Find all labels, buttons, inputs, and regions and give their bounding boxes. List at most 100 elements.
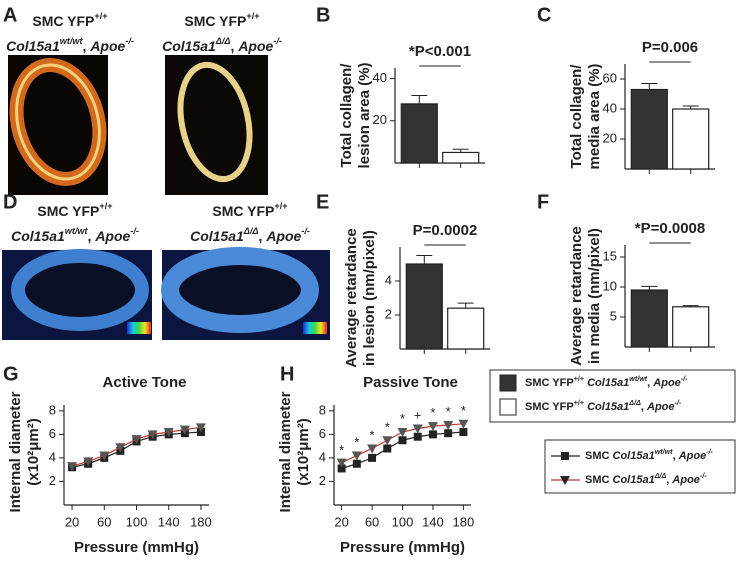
y-axis-label: lesion area (%) bbox=[356, 63, 373, 169]
marker bbox=[458, 419, 469, 429]
y-tick-label: 4 bbox=[385, 272, 392, 287]
annotation: P=0.006 bbox=[642, 39, 698, 56]
chart-title: Active Tone bbox=[103, 374, 187, 391]
y-axis-label: in media (nm/pixel) bbox=[586, 228, 603, 364]
significance-mark: * bbox=[430, 405, 435, 420]
text-run: +/+ bbox=[574, 375, 584, 383]
annotation: *P<0.001 bbox=[409, 43, 471, 60]
y-axis-label: Average retardance bbox=[343, 228, 360, 368]
text-run: Col15a1 bbox=[190, 228, 244, 244]
y-axis-label: (x10²μm²) bbox=[25, 418, 42, 486]
text-run: , bbox=[666, 474, 672, 486]
text-run: SMC YFP bbox=[525, 401, 574, 413]
text-run: SMC bbox=[585, 450, 613, 462]
text-run: Δ/Δ bbox=[628, 399, 641, 407]
y-tick-label: 40 bbox=[373, 70, 387, 85]
significance-mark: * bbox=[354, 435, 359, 450]
y-tick-label: 6 bbox=[319, 426, 326, 441]
text-run: Apoe bbox=[94, 228, 130, 244]
y-tick-label: 5 bbox=[610, 308, 617, 323]
legend-box bbox=[489, 369, 736, 423]
marker bbox=[179, 425, 190, 435]
image-title: Col15a1wt/wt, Apoe-/- bbox=[11, 226, 139, 243]
annotation: *P=0.0008 bbox=[635, 220, 705, 237]
micrographs bbox=[2, 55, 330, 340]
x-tick-label: 180 bbox=[453, 514, 475, 529]
marker bbox=[382, 436, 393, 446]
text-run: Apoe bbox=[265, 228, 301, 244]
y-tick-label: 20 bbox=[603, 130, 617, 145]
panel-label: H bbox=[280, 363, 294, 385]
text-run: , bbox=[647, 377, 653, 389]
significance-mark: + bbox=[414, 408, 422, 423]
significance-mark: * bbox=[385, 419, 390, 434]
text-run: Apoe bbox=[678, 450, 707, 462]
text-run: Apoe bbox=[652, 377, 681, 389]
marker bbox=[368, 453, 377, 462]
y-tick-label: 40 bbox=[603, 100, 617, 115]
vessel-wall bbox=[15, 63, 101, 181]
text-run: , bbox=[673, 450, 679, 462]
marker bbox=[444, 429, 453, 438]
text-run: Apoe bbox=[237, 38, 273, 54]
bar bbox=[630, 88, 668, 170]
text-run: , bbox=[231, 38, 239, 54]
text-run: Apoe bbox=[89, 38, 125, 54]
image-title: SMC YFP+/+ bbox=[32, 11, 107, 28]
marker bbox=[443, 420, 454, 430]
legend-box bbox=[544, 439, 736, 494]
bar bbox=[672, 108, 710, 170]
marker bbox=[352, 459, 361, 468]
text-run: -/- bbox=[681, 375, 688, 383]
text-run: SMC YFP bbox=[212, 203, 274, 219]
image-title: SMC YFP+/+ bbox=[184, 11, 259, 28]
marker bbox=[561, 452, 569, 460]
text-run: SMC YFP bbox=[37, 203, 99, 219]
text-run: SMC YFP bbox=[525, 377, 574, 389]
significance-mark: * bbox=[461, 403, 466, 418]
text-run: +/+ bbox=[574, 399, 584, 407]
image-title: SMC YFP+/+ bbox=[212, 201, 287, 218]
marker bbox=[67, 462, 78, 472]
y-axis-label: (x10²μm²) bbox=[295, 418, 312, 486]
y-tick-label: 4 bbox=[49, 449, 56, 464]
vessel-wall bbox=[161, 247, 319, 333]
x-tick-label: 20 bbox=[65, 514, 79, 529]
color-bar bbox=[127, 322, 151, 334]
image-title: SMC YFP+/+ bbox=[37, 201, 112, 218]
marker bbox=[351, 451, 362, 461]
x-tick-label: 140 bbox=[158, 514, 180, 529]
y-tick-label: 6 bbox=[49, 426, 56, 441]
y-tick-label: 4 bbox=[319, 449, 326, 464]
text-run: , bbox=[88, 228, 96, 244]
y-tick-label: 2 bbox=[319, 473, 326, 488]
text-run: Col15a1 bbox=[613, 474, 655, 486]
y-axis-label: Total collagen/ bbox=[338, 63, 355, 168]
legend-label: SMC YFP+/+ Col15a1Δ/Δ, Apoe-/- bbox=[525, 399, 682, 413]
marker bbox=[428, 430, 437, 439]
text-run: -/- bbox=[301, 226, 310, 236]
bar bbox=[405, 263, 443, 350]
marker bbox=[459, 428, 468, 437]
x-axis-label: Pressure (mmHg) bbox=[74, 539, 199, 556]
text-run: Col15a1 bbox=[6, 38, 60, 54]
marker bbox=[383, 444, 392, 453]
y-tick-label: 2 bbox=[49, 473, 56, 488]
text-run: SMC YFP bbox=[184, 13, 246, 29]
text-run: Col15a1 bbox=[11, 228, 65, 244]
annotation: P=0.0002 bbox=[413, 222, 478, 239]
text-run: Apoe bbox=[671, 474, 700, 486]
y-tick-label: 2 bbox=[385, 306, 392, 321]
y-tick-label: 20 bbox=[373, 112, 387, 127]
panel-label: G bbox=[3, 363, 19, 385]
significance-mark: * bbox=[370, 428, 375, 443]
panel-label: D bbox=[3, 191, 17, 213]
text-run: wt/wt bbox=[629, 375, 647, 383]
text-run: Δ/Δ bbox=[215, 36, 231, 46]
text-run: SMC bbox=[585, 474, 613, 486]
text-run: , bbox=[83, 38, 91, 54]
x-tick-label: 100 bbox=[392, 514, 414, 529]
marker bbox=[83, 457, 94, 467]
panel-label: B bbox=[316, 4, 330, 26]
